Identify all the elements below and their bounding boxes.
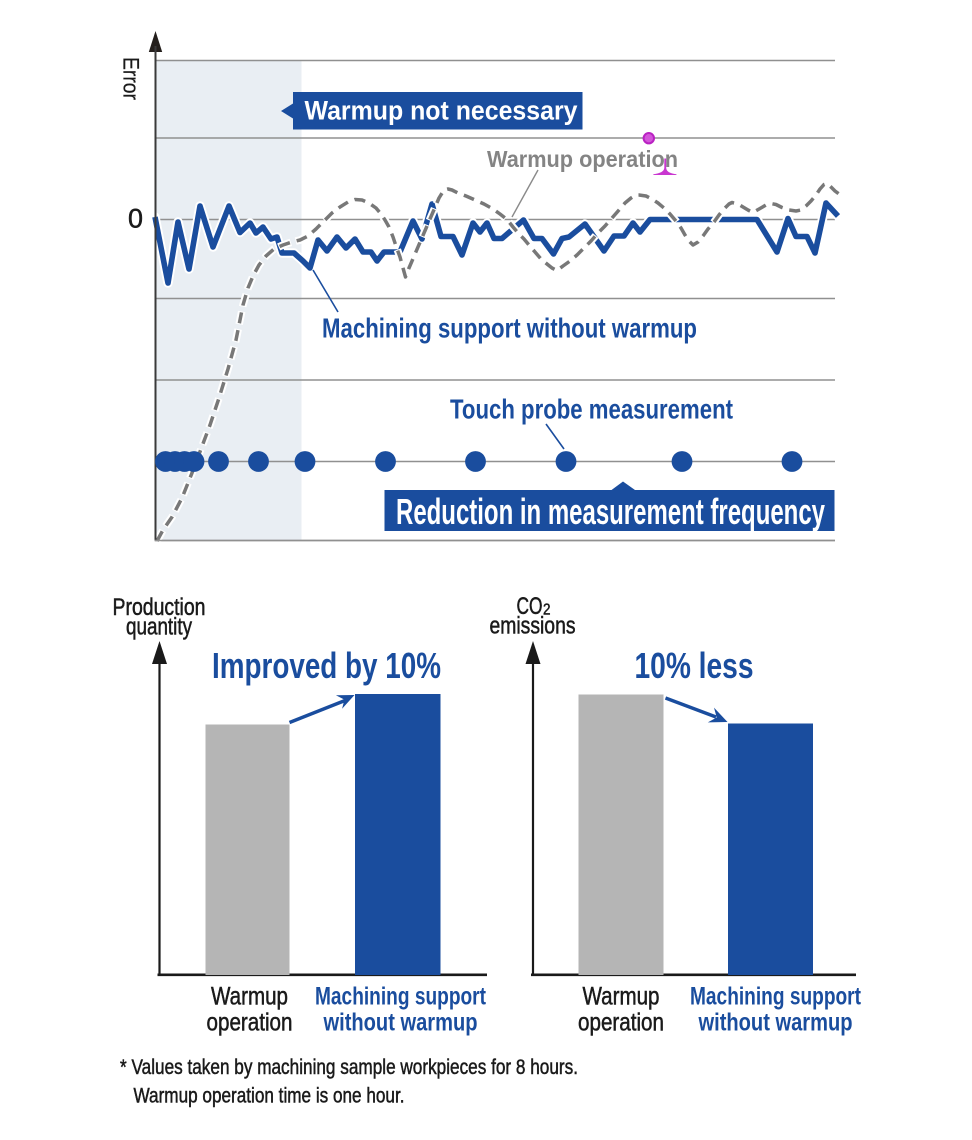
svg-text:operation: operation [578, 1009, 664, 1037]
svg-text:0: 0 [128, 204, 143, 234]
svg-text:Reduction in measurement frequ: Reduction in measurement frequency [396, 491, 825, 532]
svg-text:* Values taken by machining sa: * Values taken by machining sample workp… [120, 1056, 578, 1079]
svg-text:emissions: emissions [490, 613, 576, 640]
svg-text:quantity: quantity [126, 614, 192, 641]
svg-text:Machining support: Machining support [315, 983, 487, 1011]
svg-text:without warmup: without warmup [698, 1009, 853, 1037]
svg-text:without warmup: without warmup [323, 1009, 478, 1037]
svg-text:Warmup operation: Warmup operation [487, 146, 678, 172]
svg-text:Warmup: Warmup [583, 983, 660, 1011]
svg-text:operation: operation [207, 1009, 293, 1037]
svg-text:Production: Production [113, 594, 206, 621]
svg-text:Error: Error [119, 57, 144, 100]
svg-text:Improved by 10%: Improved by 10% [212, 645, 441, 686]
svg-text:Machining support without warm: Machining support without warmup [322, 313, 697, 344]
svg-text:CO: CO [517, 593, 543, 620]
svg-text:Machining support: Machining support [690, 983, 862, 1011]
svg-text:Warmup operation time is one h: Warmup operation time is one hour. [134, 1085, 405, 1108]
svg-text:Warmup not necessary: Warmup not necessary [305, 96, 578, 126]
svg-text:Warmup: Warmup [211, 983, 288, 1011]
svg-text:10% less: 10% less [635, 645, 754, 686]
svg-text:Touch probe measurement: Touch probe measurement [450, 394, 733, 425]
svg-text:2: 2 [543, 602, 551, 619]
